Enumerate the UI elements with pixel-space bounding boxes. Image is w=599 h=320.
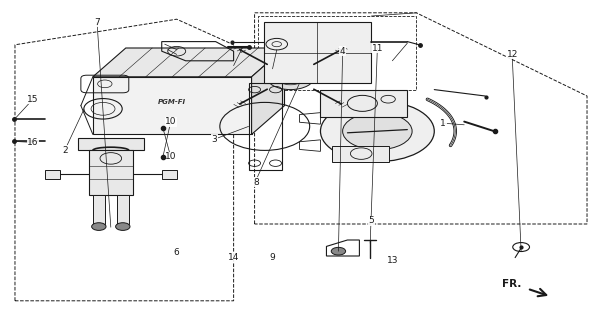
Text: 15: 15: [27, 95, 39, 104]
Polygon shape: [332, 146, 389, 162]
Text: 6: 6: [174, 248, 180, 257]
Polygon shape: [78, 138, 144, 150]
Text: 11: 11: [371, 44, 383, 52]
Polygon shape: [252, 48, 285, 134]
Polygon shape: [264, 22, 371, 83]
Text: 14: 14: [228, 253, 239, 262]
Text: 10: 10: [165, 117, 177, 126]
Text: 4: 4: [340, 47, 346, 56]
Text: FR.: FR.: [502, 279, 521, 289]
Text: 3: 3: [211, 135, 217, 144]
Text: 2: 2: [62, 146, 68, 155]
Text: 9: 9: [270, 253, 276, 262]
Text: 5: 5: [368, 216, 374, 225]
Text: PGM-FI: PGM-FI: [158, 100, 186, 105]
Text: 16: 16: [27, 138, 39, 147]
Polygon shape: [93, 48, 285, 77]
Text: 12: 12: [507, 50, 518, 59]
Circle shape: [116, 223, 130, 230]
Circle shape: [320, 101, 434, 162]
Circle shape: [267, 64, 314, 90]
Polygon shape: [93, 195, 105, 224]
Polygon shape: [162, 170, 177, 179]
Text: 1: 1: [440, 119, 446, 128]
Text: 7: 7: [94, 18, 100, 27]
Circle shape: [331, 247, 346, 255]
Polygon shape: [89, 150, 133, 195]
Text: 8: 8: [253, 178, 259, 187]
Circle shape: [343, 113, 412, 150]
Polygon shape: [93, 77, 252, 134]
Circle shape: [92, 223, 106, 230]
Polygon shape: [45, 170, 60, 179]
Text: 10: 10: [165, 152, 177, 161]
Polygon shape: [320, 90, 407, 117]
Polygon shape: [117, 195, 129, 224]
Text: 13: 13: [386, 256, 398, 265]
Bar: [258, 16, 416, 90]
